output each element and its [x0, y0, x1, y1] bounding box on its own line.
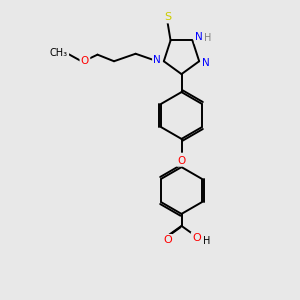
- Text: N: N: [195, 32, 203, 43]
- Text: H: H: [204, 33, 212, 43]
- Text: H: H: [203, 236, 210, 246]
- Text: CH₃: CH₃: [50, 48, 68, 59]
- Text: N: N: [153, 55, 161, 65]
- Text: S: S: [164, 12, 171, 22]
- Text: O: O: [163, 235, 172, 245]
- Text: O: O: [192, 233, 201, 243]
- Text: O: O: [177, 155, 186, 166]
- Text: N: N: [202, 58, 210, 68]
- Text: O: O: [81, 56, 89, 66]
